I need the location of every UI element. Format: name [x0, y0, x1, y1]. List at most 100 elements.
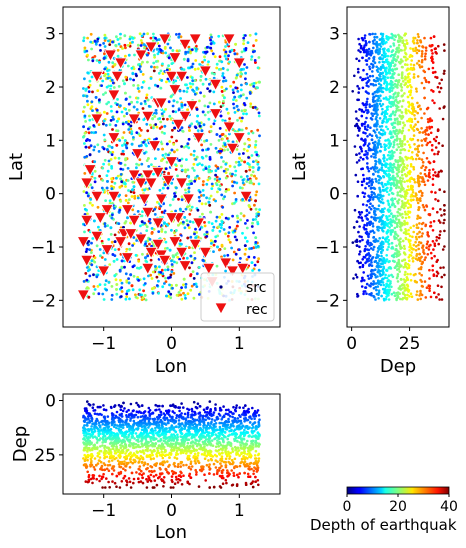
source-point [213, 177, 217, 181]
source-point [191, 79, 195, 83]
source-point [390, 241, 394, 245]
source-point [218, 126, 222, 130]
source-point [429, 225, 432, 228]
source-point [370, 269, 373, 273]
source-point [372, 186, 375, 190]
source-point [184, 296, 187, 300]
source-point [420, 144, 424, 147]
source-point [415, 223, 419, 226]
source-point [126, 201, 130, 205]
source-point [407, 100, 410, 104]
source-point [160, 130, 164, 134]
source-point [144, 143, 148, 146]
source-point [426, 253, 430, 256]
source-point [418, 190, 421, 194]
source-point [153, 55, 157, 59]
source-point [392, 121, 396, 125]
source-point [83, 77, 86, 81]
source-point [245, 96, 249, 100]
source-point [428, 268, 431, 272]
source-point [416, 177, 420, 180]
source-point [386, 48, 389, 52]
source-point [153, 115, 157, 118]
source-point [87, 127, 90, 131]
source-point [151, 39, 155, 43]
source-point [184, 282, 188, 286]
source-point [163, 124, 167, 128]
source-point [115, 35, 118, 39]
source-point [169, 296, 173, 300]
source-point [373, 35, 376, 39]
source-point [376, 228, 379, 231]
receiver-marker [158, 254, 172, 268]
source-point [379, 274, 382, 278]
source-point [372, 196, 375, 199]
source-point [194, 227, 197, 231]
source-point [134, 293, 137, 297]
source-point [108, 263, 112, 266]
source-point [377, 160, 381, 163]
source-point [156, 148, 160, 151]
source-point [394, 85, 397, 88]
source-point [104, 91, 107, 95]
source-point [419, 297, 423, 301]
receiver-marker [137, 193, 152, 206]
source-point [204, 167, 208, 170]
source-point [421, 164, 425, 168]
source-point [402, 244, 406, 248]
source-point [88, 139, 91, 142]
source-point [389, 36, 393, 39]
source-point [195, 86, 199, 90]
source-point [185, 83, 188, 87]
source-point [392, 163, 395, 167]
source-point [403, 173, 407, 176]
receiver-marker [90, 190, 104, 204]
receiver-marker [80, 214, 94, 228]
source-point [214, 173, 218, 177]
source-point [113, 63, 117, 66]
receiver-marker [188, 33, 202, 46]
source-point [442, 266, 445, 269]
source-point [177, 32, 181, 36]
source-point [173, 150, 176, 154]
source-point [408, 259, 411, 263]
source-point [411, 191, 415, 194]
source-point [119, 173, 123, 176]
source-point [107, 60, 111, 64]
source-point [233, 95, 237, 99]
source-point [410, 59, 414, 62]
source-point [173, 260, 176, 264]
source-point [404, 155, 408, 159]
source-point [171, 49, 175, 52]
source-point [127, 119, 130, 123]
source-point [238, 156, 242, 160]
source-point [182, 256, 185, 260]
source-point [380, 41, 384, 44]
source-point [443, 229, 446, 233]
source-point [154, 157, 157, 161]
source-point [417, 206, 421, 209]
source-point [141, 60, 144, 64]
source-point [121, 79, 125, 83]
source-point [412, 198, 415, 202]
source-point [381, 201, 385, 205]
source-point [371, 248, 375, 251]
source-point [411, 40, 415, 43]
source-point [93, 260, 97, 264]
source-point [371, 204, 374, 208]
source-point [372, 156, 376, 159]
source-point [254, 32, 258, 36]
source-point [170, 135, 174, 139]
source-point [95, 275, 99, 279]
source-point [411, 157, 415, 161]
source-point [399, 187, 403, 191]
receiver-marker [178, 260, 192, 273]
source-point [428, 168, 431, 172]
source-point [174, 194, 177, 198]
source-point [373, 91, 377, 94]
source-point [133, 53, 136, 57]
source-point [414, 235, 418, 239]
source-point [420, 50, 424, 53]
source-point [414, 147, 417, 151]
source-point [428, 277, 431, 280]
